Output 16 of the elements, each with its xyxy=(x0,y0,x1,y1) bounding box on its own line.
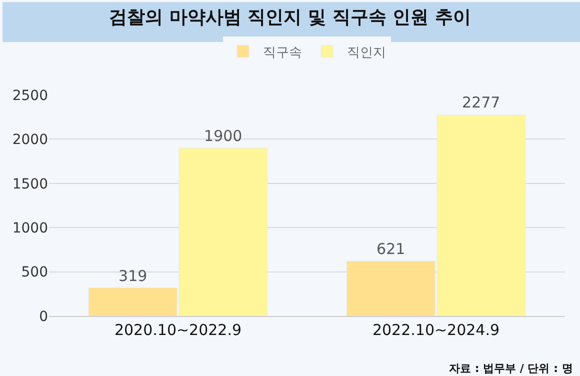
legend-label: 직구속 xyxy=(263,45,302,60)
y-tick-label: 2000 xyxy=(12,132,48,148)
y-tick-label: 500 xyxy=(21,264,48,281)
text: 자료 : 법무부 / 단위 : 명 xyxy=(449,362,573,375)
data-label: 319 xyxy=(118,266,148,285)
y-tick-label: 2500 xyxy=(12,88,48,104)
x-tick-label: 2022.10~2024.9 xyxy=(372,321,500,339)
y-tick-label: 0 xyxy=(39,308,48,325)
y-tick-label: 1000 xyxy=(12,220,48,236)
data-label: 1900 xyxy=(204,127,242,146)
y-tick-label: 1500 xyxy=(12,176,48,192)
data-label: 621 xyxy=(376,240,406,258)
legend-label: 직인지 xyxy=(347,45,386,60)
chart-title: 검찰의 마약사범 직인지 및 직구속 인원 추이 xyxy=(109,7,471,28)
data-label: 2277 xyxy=(462,94,500,112)
x-tick-label: 2020.10~2022.9 xyxy=(114,321,242,339)
